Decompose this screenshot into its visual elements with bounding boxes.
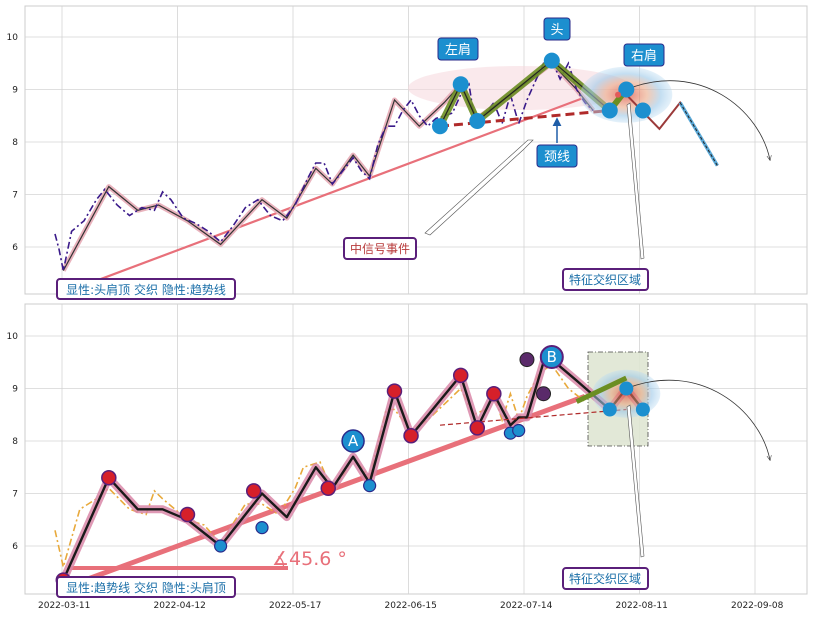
- bottom-feature-zone-label: 特征交织区域: [569, 571, 641, 586]
- mid-signal-label: 中信号事件: [350, 241, 410, 256]
- bottom-feature-zone-box: [562, 567, 649, 590]
- top-series: [54, 52, 770, 285]
- marker-red: [452, 367, 469, 384]
- marker-purple: [536, 386, 552, 402]
- neckline-label: 颈线: [544, 150, 570, 165]
- marker-purple: [519, 352, 535, 368]
- pattern-point: [601, 102, 618, 119]
- mid-signal-arrow: [424, 139, 534, 236]
- marker-b-label: B: [547, 348, 557, 366]
- pattern-point: [634, 102, 651, 119]
- top-grid: [25, 6, 807, 294]
- x-tick-label: 2022-07-14: [500, 601, 553, 611]
- trendline: [87, 96, 586, 285]
- zone-center-dot: [615, 91, 622, 98]
- marker-red: [386, 383, 403, 399]
- marker-red: [320, 480, 336, 496]
- zone-pointer: [626, 102, 645, 260]
- pattern-point: [543, 52, 560, 69]
- bottom-series: AB: [54, 345, 770, 591]
- top-y-ticks: 6 7 8 9 10: [7, 33, 19, 253]
- top-annotations: 左肩 头 右肩 颈线 中信号事件 特征交织区域 显性:头肩顶 交织 隐性:趋势线: [56, 17, 665, 300]
- x-tick-label: 2022-03-11: [38, 601, 90, 611]
- trend-stub: [575, 375, 628, 404]
- y-tick-label: 8: [12, 138, 18, 148]
- pattern-point: [618, 81, 635, 98]
- marker-red: [486, 386, 502, 402]
- head-box: [543, 17, 571, 41]
- y-tick-label: 6: [12, 542, 18, 552]
- price-line: [54, 59, 594, 271]
- y-tick-label: 7: [12, 191, 18, 201]
- bottom-x-ticks: 2022-03-11 2022-04-12 2022-05-17 2022-06-15…: [38, 601, 784, 611]
- bottom-annotations: 特征交织区域 显性:趋势线 交织 隐性:头肩顶 ∡45.6 °: [56, 548, 649, 598]
- marker-red: [403, 428, 419, 444]
- bottom-status-label: 显性:趋势线 交织 隐性:头肩顶: [66, 580, 226, 595]
- bottom-y-ticks: 6 7 8 9 10: [7, 332, 19, 552]
- y-tick-label: 10: [7, 33, 19, 43]
- marker-a: [341, 429, 365, 453]
- marker-red: [469, 420, 486, 436]
- curve-arrow: [626, 80, 770, 160]
- head-label: 头: [550, 23, 563, 38]
- marker-blue: [512, 423, 526, 438]
- neckline: [439, 109, 610, 128]
- mid-signal-box: [343, 237, 417, 260]
- x-tick-label: 2022-09-08: [731, 601, 784, 611]
- top-feature-zone-box: [562, 268, 649, 291]
- y-tick-label: 10: [7, 332, 19, 342]
- x-tick-label: 2022-06-15: [385, 601, 437, 611]
- neckline-box: [536, 144, 578, 168]
- angle-label: ∡45.6 °: [272, 548, 347, 570]
- marker-blue: [214, 539, 228, 553]
- top-feature-zone-label: 特征交织区域: [569, 272, 641, 287]
- neckline: [439, 408, 627, 426]
- zone-point: [635, 402, 650, 417]
- marker-blue: [255, 521, 269, 535]
- curve-arrow: [626, 379, 770, 460]
- y-tick-label: 8: [12, 437, 18, 447]
- bottom-status-box: [56, 576, 236, 598]
- marker-red: [179, 506, 196, 523]
- top-status-box: [56, 278, 236, 300]
- projection-dash: [679, 102, 718, 166]
- right-shoulder-label: 右肩: [631, 48, 657, 64]
- zone-point: [619, 381, 634, 396]
- y-tick-label: 9: [12, 385, 18, 395]
- marker-b: [539, 345, 564, 369]
- zone-point: [602, 402, 617, 417]
- marker-a-label: A: [348, 432, 359, 450]
- left-shoulder-box: [437, 37, 479, 61]
- pattern-point: [452, 76, 469, 93]
- marker-red: [101, 470, 117, 486]
- pattern-point: [469, 113, 486, 129]
- right-shoulder-box: [623, 43, 665, 67]
- top-status-label: 显性:头肩顶 交织 隐性:趋势线: [66, 282, 226, 297]
- x-tick-label: 2022-04-12: [154, 601, 206, 611]
- pattern-point: [432, 118, 449, 135]
- x-tick-label: 2022-05-17: [269, 601, 321, 611]
- y-tick-label: 9: [12, 86, 18, 96]
- y-tick-label: 6: [12, 243, 18, 253]
- bottom-panel-frame: [24, 303, 808, 595]
- marker-blue: [363, 479, 377, 493]
- marker-red: [245, 483, 262, 499]
- x-tick-label: 2022-08-11: [616, 601, 668, 611]
- left-shoulder-label: 左肩: [445, 42, 471, 58]
- zone-pointer: [626, 404, 645, 558]
- y-tick-label: 7: [12, 490, 18, 500]
